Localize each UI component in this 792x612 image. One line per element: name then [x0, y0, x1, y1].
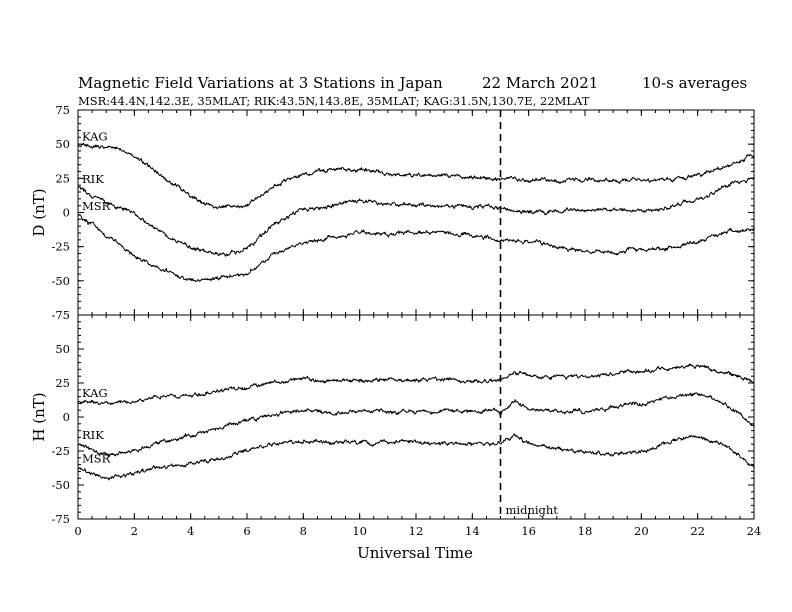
series-label-H-MSR: MSR [82, 451, 111, 465]
y-tick-label-H: -25 [51, 444, 70, 458]
x-tick-label: 10 [352, 524, 367, 538]
y-tick-label-D: -25 [51, 240, 70, 254]
y-axis-title-D: D (nT) [30, 188, 48, 236]
x-tick-label: 22 [690, 524, 705, 538]
series-label-D-RIK: RIK [82, 172, 104, 186]
x-tick-label: 12 [409, 524, 424, 538]
y-tick-label-H: 25 [55, 376, 70, 390]
series-line-D-MSR [77, 213, 755, 282]
x-tick-label: 2 [131, 524, 138, 538]
series-line-D-KAG [77, 142, 755, 210]
x-tick-label: 4 [187, 524, 194, 538]
x-tick-label: 24 [747, 524, 762, 538]
x-tick-label: 6 [243, 524, 250, 538]
chart-title: Magnetic Field Variations at 3 Stations … [78, 74, 443, 92]
y-tick-label-D: -75 [51, 308, 70, 322]
chart-averaging: 10-s averages [642, 74, 747, 92]
series-label-H-RIK: RIK [82, 428, 104, 442]
x-axis-title: Universal Time [357, 544, 473, 562]
y-tick-label-H: -50 [51, 478, 70, 492]
midnight-label: midnight [506, 503, 559, 517]
y-tick-label-H: 50 [55, 342, 70, 356]
panels-group: 75 50 25 0 -25 -50 -75 D (nT) KAG RIK MSR 50 25 0 -25 -… [30, 103, 761, 538]
y-tick-label-D: 75 [55, 103, 70, 117]
y-tick-label-D: -50 [51, 274, 70, 288]
panel-D: 75 50 25 0 -25 -50 -75 D (nT) KAG RIK MSR [30, 103, 755, 322]
x-tick-label: 14 [465, 524, 480, 538]
series-label-D-MSR: MSR [82, 199, 111, 213]
series-label-H-KAG: KAG [82, 386, 108, 400]
y-tick-label-D: 25 [55, 171, 70, 185]
x-tick-label: 8 [300, 524, 307, 538]
chart-stations-line: MSR:44.4N,142.3E, 35MLAT; RIK:43.5N,143.… [78, 94, 590, 108]
y-tick-label-D: 50 [55, 137, 70, 151]
y-tick-label-D: 0 [63, 206, 70, 220]
x-tick-label: 16 [521, 524, 536, 538]
series-line-H-RIK [78, 392, 755, 457]
series-line-D-RIK [77, 177, 755, 257]
y-tick-label-H: -75 [51, 512, 70, 526]
x-tick-label: 20 [634, 524, 649, 538]
series-line-H-MSR [77, 433, 755, 481]
series-line-H-KAG [77, 363, 755, 406]
x-tick-label: 0 [74, 524, 81, 538]
chart-date: 22 March 2021 [482, 74, 598, 92]
panel-H: 50 25 0 -25 -50 -75 H (nT) KAG RIK MSR [30, 314, 755, 526]
y-axis-title-H: H (nT) [30, 392, 48, 441]
y-tick-label-H: 0 [63, 410, 70, 424]
x-tick-label: 18 [578, 524, 593, 538]
series-label-D-KAG: KAG [82, 130, 108, 144]
